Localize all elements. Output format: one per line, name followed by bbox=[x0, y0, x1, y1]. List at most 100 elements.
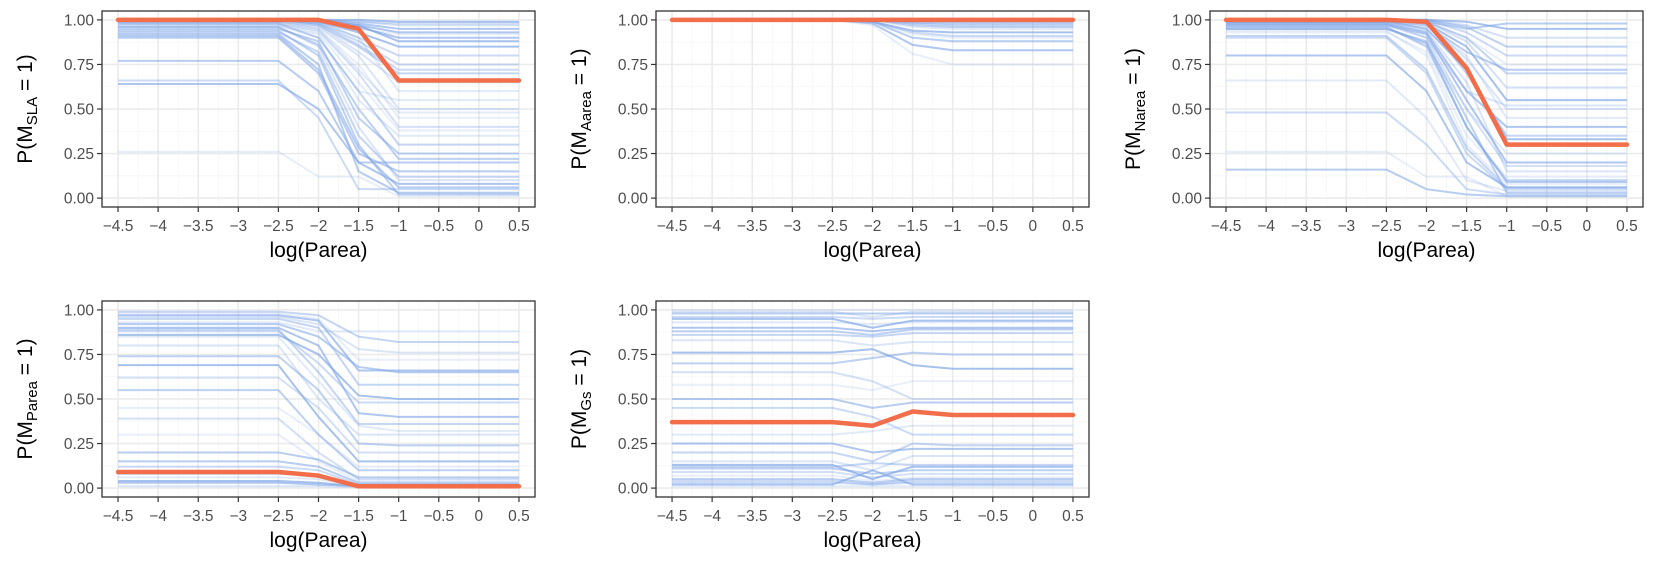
x-tick-label: 0 bbox=[1583, 218, 1592, 235]
y-axis-title-prefix: P(M bbox=[14, 421, 37, 460]
sample-line bbox=[118, 22, 519, 146]
sample-line bbox=[118, 333, 519, 400]
y-axis-title-suffix: = 1) bbox=[14, 54, 37, 97]
sample-line bbox=[1226, 168, 1627, 198]
x-tick-label: −4.5 bbox=[657, 508, 688, 525]
y-axis-title: P(MNarea = 1) bbox=[1122, 48, 1149, 170]
highlight-line bbox=[115, 469, 522, 489]
x-tick-label: −2.5 bbox=[263, 218, 294, 235]
sample-line bbox=[118, 326, 519, 418]
y-tick-label: 0.00 bbox=[618, 481, 649, 498]
sample-line bbox=[1226, 54, 1627, 189]
sample-line bbox=[118, 59, 519, 164]
x-tick-label: 0.5 bbox=[508, 218, 530, 235]
sample-line bbox=[118, 323, 519, 374]
y-axis-title-suffix: = 1) bbox=[568, 349, 591, 392]
x-tick-label: −3 bbox=[1337, 218, 1355, 235]
x-tick-label: −1.5 bbox=[897, 508, 928, 525]
x-tick-label: −1 bbox=[390, 508, 408, 525]
x-tick-label: −4.5 bbox=[103, 218, 134, 235]
x-tick-label: 0.5 bbox=[1062, 218, 1084, 235]
y-tick-label: 1.00 bbox=[618, 12, 649, 29]
y-axis-title: P(MGs = 1) bbox=[568, 349, 595, 449]
sample-line bbox=[118, 36, 519, 173]
sample-line bbox=[1226, 24, 1627, 164]
chart-panel-4: 0.000.250.500.751.00−4.5 −4 −3.5 −3 −2.5 −2 −1… bbox=[14, 300, 536, 552]
y-tick-label: 0.25 bbox=[1172, 146, 1202, 163]
series-group bbox=[669, 17, 1076, 66]
sample-line bbox=[672, 424, 1073, 436]
sample-line bbox=[118, 27, 519, 155]
series-group bbox=[1223, 17, 1630, 198]
sample-line bbox=[118, 335, 519, 433]
x-tick-label: −2.5 bbox=[817, 508, 848, 525]
sample-line bbox=[118, 33, 519, 194]
y-tick-label: 0.00 bbox=[64, 481, 95, 498]
sample-line bbox=[118, 24, 519, 102]
sample-line bbox=[1226, 24, 1627, 168]
sample-line bbox=[118, 150, 519, 198]
x-tick-label: −1.5 bbox=[1451, 218, 1482, 235]
x-tick-label: −4.5 bbox=[103, 508, 134, 525]
x-tick-label: −4 bbox=[703, 218, 721, 235]
sample-line bbox=[672, 316, 1073, 320]
y-axis-title: P(MAarea = 1) bbox=[568, 48, 595, 169]
highlight-line bbox=[1223, 17, 1630, 147]
x-tick-label: −1.5 bbox=[897, 218, 928, 235]
sample-line bbox=[118, 344, 519, 436]
sample-line bbox=[118, 83, 519, 185]
y-axis-title-subscript: Narea bbox=[1132, 90, 1149, 132]
y-axis-title-prefix: P(M bbox=[568, 411, 591, 450]
sample-line bbox=[672, 442, 1073, 454]
x-tick-label: 0.5 bbox=[1616, 218, 1638, 235]
x-tick-label: −3.5 bbox=[183, 508, 214, 525]
sample-line bbox=[672, 351, 1073, 365]
sample-line bbox=[672, 317, 1073, 329]
y-axis-title-suffix: = 1) bbox=[568, 48, 591, 91]
y-tick-label: 0.00 bbox=[618, 191, 649, 208]
y-tick-label: 0.50 bbox=[618, 392, 649, 409]
x-tick-label: −1 bbox=[944, 218, 962, 235]
sample-line bbox=[1226, 26, 1627, 182]
x-tick-label: −1 bbox=[390, 218, 408, 235]
chart-panel-1: 0.000.250.500.751.00−4.5 −4 −3.5 −3 −2.5 −2 −1… bbox=[14, 10, 536, 262]
y-tick-label: 1.00 bbox=[64, 12, 95, 29]
sample-line bbox=[118, 314, 519, 372]
y-tick-label: 0.75 bbox=[64, 347, 94, 364]
sample-line bbox=[672, 479, 1073, 486]
sample-line bbox=[672, 442, 1073, 463]
y-tick-label: 0.75 bbox=[64, 57, 94, 74]
sample-line bbox=[672, 481, 1073, 486]
x-axis-title: log(Parea) bbox=[1377, 239, 1475, 262]
x-tick-label: −3.5 bbox=[1291, 218, 1322, 235]
sample-line bbox=[118, 317, 519, 386]
sample-line bbox=[1226, 79, 1627, 192]
x-tick-label: −2 bbox=[310, 218, 328, 235]
x-tick-label: −2.5 bbox=[817, 218, 848, 235]
sample-line bbox=[1226, 34, 1627, 189]
sample-line bbox=[1226, 27, 1627, 184]
sample-line bbox=[118, 316, 519, 354]
x-axis-title: log(Parea) bbox=[269, 239, 367, 262]
sample-line bbox=[672, 348, 1073, 370]
sample-line bbox=[118, 29, 519, 196]
sample-line bbox=[118, 26, 519, 160]
x-tick-label: −2.5 bbox=[1371, 218, 1402, 235]
sample-line bbox=[672, 406, 1073, 436]
chart-panel-3: 0.000.250.500.751.00−4.5 −4 −3.5 −3 −2.5 −2 −1… bbox=[1122, 10, 1644, 262]
x-tick-label: −1 bbox=[944, 508, 962, 525]
y-axis-title-suffix: = 1) bbox=[14, 338, 37, 381]
x-tick-label: −1.5 bbox=[343, 218, 374, 235]
x-tick-label: −0.5 bbox=[423, 508, 454, 525]
sample-line bbox=[672, 326, 1073, 333]
sample-line bbox=[672, 310, 1073, 319]
x-tick-label: −4.5 bbox=[657, 218, 688, 235]
sample-line bbox=[1226, 31, 1627, 178]
sample-line bbox=[118, 24, 519, 137]
y-tick-label: 0.50 bbox=[1172, 102, 1203, 119]
sample-line bbox=[118, 451, 519, 479]
series-group bbox=[115, 310, 522, 489]
y-tick-label: 0.25 bbox=[618, 146, 648, 163]
sample-line bbox=[118, 406, 519, 468]
chart-panel-2: 0.000.250.500.751.00−4.5 −4 −3.5 −3 −2.5 −2 −1… bbox=[568, 10, 1090, 262]
